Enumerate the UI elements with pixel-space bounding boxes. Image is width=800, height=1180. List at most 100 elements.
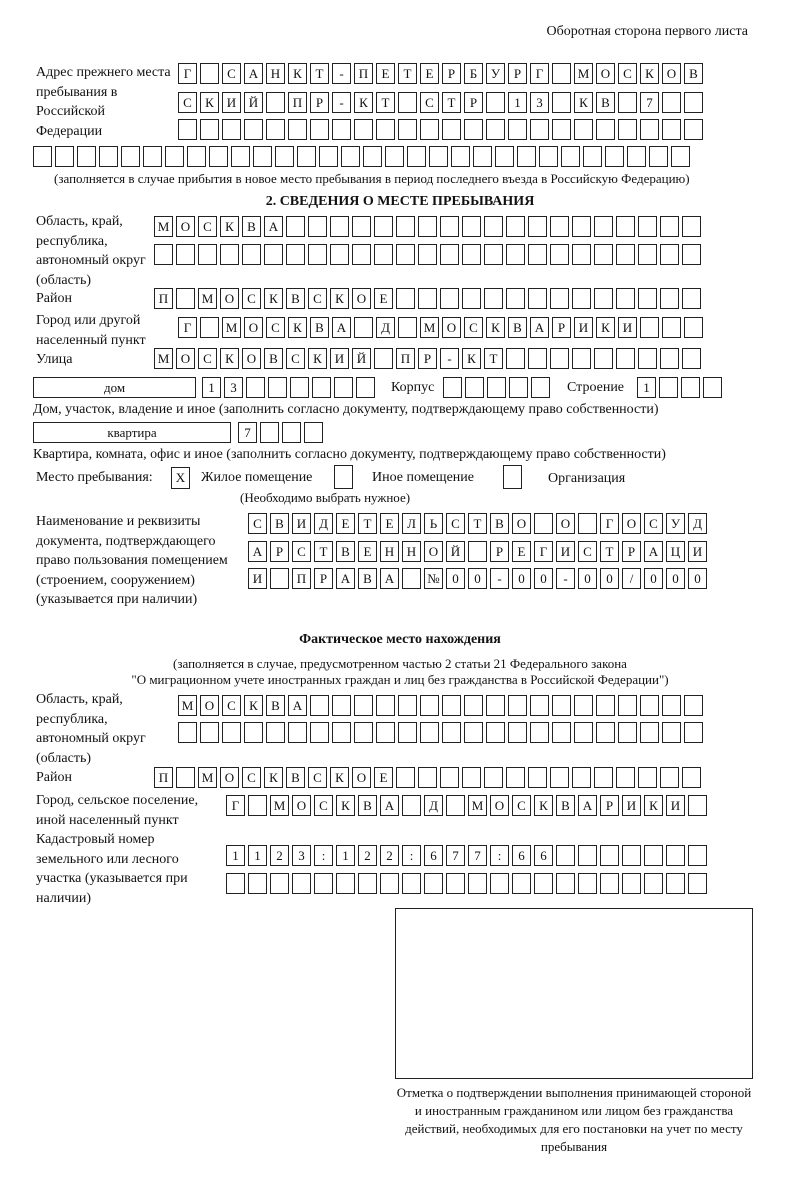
char-cell[interactable]: О (176, 216, 195, 237)
char-cell[interactable]: О (220, 767, 239, 788)
char-cell[interactable] (462, 244, 481, 265)
char-cell[interactable] (616, 767, 635, 788)
char-cell[interactable]: К (534, 795, 553, 816)
char-cell[interactable]: Д (424, 795, 443, 816)
char-cell[interactable]: О (512, 513, 531, 534)
char-cell[interactable]: О (244, 317, 263, 338)
prev-address-row-4[interactable] (33, 146, 693, 168)
char-cell[interactable] (649, 146, 668, 167)
char-cell[interactable] (198, 244, 217, 265)
char-cell[interactable] (465, 377, 484, 398)
char-cell[interactable] (440, 244, 459, 265)
char-cell[interactable] (638, 288, 657, 309)
char-cell[interactable]: А (578, 795, 597, 816)
char-cell[interactable] (200, 119, 219, 140)
char-cell[interactable] (424, 873, 443, 894)
char-cell[interactable]: Д (314, 513, 333, 534)
char-cell[interactable]: О (352, 767, 371, 788)
char-cell[interactable] (508, 695, 527, 716)
char-cell[interactable] (688, 845, 707, 866)
char-cell[interactable]: В (270, 513, 289, 534)
char-cell[interactable] (354, 695, 373, 716)
char-cell[interactable]: Е (374, 288, 393, 309)
char-cell[interactable]: Н (402, 541, 421, 562)
char-cell[interactable]: 0 (534, 568, 553, 589)
char-cell[interactable]: В (490, 513, 509, 534)
char-cell[interactable] (508, 722, 527, 743)
char-cell[interactable]: С (266, 317, 285, 338)
char-cell[interactable] (462, 767, 481, 788)
char-cell[interactable] (446, 795, 465, 816)
char-cell[interactable]: - (490, 568, 509, 589)
char-cell[interactable] (270, 873, 289, 894)
char-cell[interactable] (644, 845, 663, 866)
char-cell[interactable]: К (644, 795, 663, 816)
char-cell[interactable] (528, 767, 547, 788)
char-cell[interactable] (396, 216, 415, 237)
char-cell[interactable] (275, 146, 294, 167)
char-cell[interactable] (440, 216, 459, 237)
char-cell[interactable]: Р (552, 317, 571, 338)
char-cell[interactable] (572, 288, 591, 309)
char-cell[interactable] (297, 146, 316, 167)
char-cell[interactable]: О (220, 288, 239, 309)
char-cell[interactable]: 0 (666, 568, 685, 589)
char-cell[interactable] (354, 317, 373, 338)
char-cell[interactable]: И (556, 541, 575, 562)
char-cell[interactable]: В (684, 63, 703, 84)
char-cell[interactable] (55, 146, 74, 167)
char-cell[interactable] (304, 422, 323, 443)
char-cell[interactable]: И (688, 541, 707, 562)
char-cell[interactable] (486, 119, 505, 140)
char-cell[interactable] (402, 795, 421, 816)
char-cell[interactable]: И (292, 513, 311, 534)
char-cell[interactable] (534, 873, 553, 894)
char-cell[interactable]: Е (420, 63, 439, 84)
char-cell[interactable]: М (198, 288, 217, 309)
char-cell[interactable] (154, 244, 173, 265)
char-cell[interactable] (165, 146, 184, 167)
char-cell[interactable] (398, 695, 417, 716)
char-cell[interactable] (266, 722, 285, 743)
char-cell[interactable]: К (330, 767, 349, 788)
char-cell[interactable] (682, 348, 701, 369)
char-cell[interactable] (332, 119, 351, 140)
char-cell[interactable] (594, 767, 613, 788)
char-cell[interactable] (200, 722, 219, 743)
char-cell[interactable] (684, 695, 703, 716)
building-field[interactable]: 1 (637, 377, 725, 399)
char-cell[interactable]: С (578, 541, 597, 562)
char-cell[interactable]: К (336, 795, 355, 816)
char-cell[interactable] (640, 317, 659, 338)
char-cell[interactable]: Р (508, 63, 527, 84)
char-cell[interactable] (468, 873, 487, 894)
char-cell[interactable] (429, 146, 448, 167)
char-cell[interactable]: 7 (468, 845, 487, 866)
char-cell[interactable] (506, 288, 525, 309)
char-cell[interactable] (352, 216, 371, 237)
char-cell[interactable]: О (622, 513, 641, 534)
char-cell[interactable] (509, 377, 528, 398)
char-cell[interactable]: О (352, 288, 371, 309)
char-cell[interactable] (260, 422, 279, 443)
char-cell[interactable] (178, 722, 197, 743)
char-cell[interactable]: М (468, 795, 487, 816)
char-cell[interactable]: С (308, 767, 327, 788)
char-cell[interactable]: С (618, 63, 637, 84)
char-cell[interactable]: С (222, 63, 241, 84)
char-cell[interactable]: А (244, 63, 263, 84)
char-cell[interactable]: О (176, 348, 195, 369)
char-cell[interactable]: С (178, 92, 197, 113)
char-cell[interactable] (356, 377, 375, 398)
char-cell[interactable] (286, 216, 305, 237)
char-cell[interactable] (534, 513, 553, 534)
char-cell[interactable]: : (490, 845, 509, 866)
char-cell[interactable]: С (198, 216, 217, 237)
stay-checkbox-residential[interactable]: X (171, 467, 190, 489)
char-cell[interactable]: К (200, 92, 219, 113)
char-cell[interactable] (682, 288, 701, 309)
char-cell[interactable]: Р (600, 795, 619, 816)
char-cell[interactable] (528, 348, 547, 369)
